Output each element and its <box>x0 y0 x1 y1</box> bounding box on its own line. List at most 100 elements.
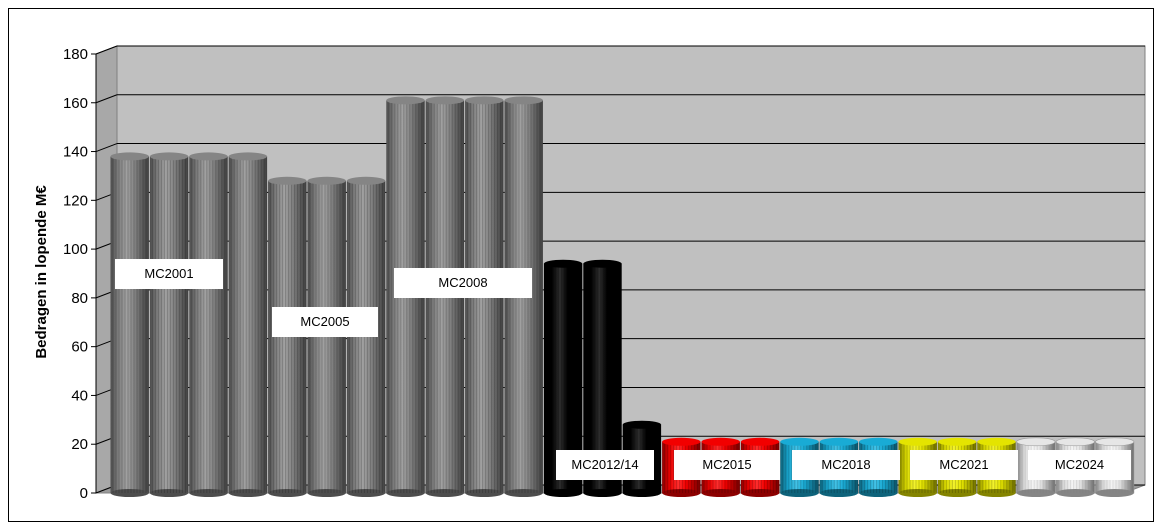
bar-base <box>110 489 149 497</box>
gridline-depth <box>95 143 118 153</box>
group-label-box <box>1028 450 1131 480</box>
group-label: MC2005 <box>272 307 378 337</box>
group-label-box <box>272 307 378 337</box>
y-tick-label: 80 <box>71 290 88 307</box>
bar-top <box>307 176 346 185</box>
group-label-box <box>792 450 900 480</box>
bar-base <box>780 489 819 497</box>
bar-top <box>662 437 701 446</box>
bar-top <box>268 176 307 185</box>
group-label: MC2015 <box>674 450 780 480</box>
gridline-depth <box>95 45 118 55</box>
bar-body <box>149 156 189 493</box>
bar-base <box>149 489 189 497</box>
bar-top <box>819 437 859 446</box>
group-label-text: MC2018 <box>821 457 870 472</box>
group-label-text: MC2024 <box>1055 457 1104 472</box>
bar-top <box>504 96 543 105</box>
bar-base <box>386 489 425 497</box>
bar-top <box>346 176 386 185</box>
bar-base <box>819 489 859 497</box>
bar-top <box>583 259 622 268</box>
bar-top <box>149 152 189 161</box>
group-label-text: MC2015 <box>702 457 751 472</box>
gridline-depth <box>95 94 118 104</box>
bar-top <box>937 437 977 446</box>
bar-base <box>425 489 465 497</box>
bar <box>228 152 268 497</box>
y-tick-label: 100 <box>63 241 88 258</box>
group-label-box <box>674 450 780 480</box>
bar-top <box>543 259 583 268</box>
bar-top <box>465 96 504 105</box>
bar-base <box>268 489 307 497</box>
group-labels: MC2001 MC2005 MC2008 MC2012/14 MC2015 MC2018 M… <box>115 259 1131 480</box>
bar-top <box>1016 437 1056 447</box>
bar-base <box>307 489 346 497</box>
bar-base <box>504 489 543 497</box>
bar-base <box>1016 489 1056 497</box>
group-label-text: MC2001 <box>144 266 193 281</box>
bar-base <box>228 489 268 497</box>
group-label-box <box>910 450 1018 480</box>
bar-top <box>1095 437 1135 447</box>
bar-base <box>740 489 780 497</box>
bar-top <box>189 152 228 161</box>
y-axis: 0 20 40 60 80 100 120 140 160 180 <box>63 46 97 502</box>
y-tick-label: 160 <box>63 95 88 112</box>
y-tick-label: 140 <box>63 144 88 161</box>
bar-base <box>859 489 898 497</box>
bar-top <box>425 96 465 105</box>
bar-base <box>1095 489 1134 497</box>
bar <box>110 152 149 497</box>
bar-base <box>346 489 386 497</box>
group-label-text: MC2012/14 <box>571 457 638 472</box>
y-tick-label: 120 <box>63 192 88 209</box>
y-tick-label: 0 <box>80 485 88 502</box>
bar-base <box>662 489 701 497</box>
group-label: MC2021 <box>910 450 1018 480</box>
bar-body <box>189 156 228 493</box>
bar-top <box>740 437 780 446</box>
bar-body <box>228 156 268 493</box>
bar <box>149 152 189 497</box>
bar-base <box>701 489 740 497</box>
group-label: MC2001 <box>115 259 223 289</box>
bar-base <box>465 489 504 497</box>
bar-base <box>937 489 977 497</box>
y-tick-label: 40 <box>71 387 88 404</box>
bar-base <box>898 489 937 497</box>
bar-top <box>622 420 662 429</box>
bar-top <box>977 437 1016 446</box>
bar-base <box>977 489 1016 497</box>
group-label-box <box>556 450 654 480</box>
bar-body <box>110 156 149 493</box>
bar-base <box>543 489 583 497</box>
group-label-text: MC2021 <box>939 457 988 472</box>
bar-top <box>110 152 149 161</box>
bar-top <box>780 437 819 446</box>
y-tick-label: 20 <box>71 436 88 453</box>
bar-top <box>1055 437 1095 447</box>
group-label-box <box>115 259 223 289</box>
bar-top <box>701 437 740 446</box>
bar-base <box>1056 489 1095 497</box>
bar-base <box>189 489 228 497</box>
bar-base <box>583 489 622 497</box>
group-label-text: MC2005 <box>300 314 349 329</box>
bar-top <box>386 96 425 105</box>
y-tick-label: 180 <box>63 46 88 63</box>
bar <box>346 176 386 497</box>
bar-top <box>859 437 898 446</box>
group-label: MC2012/14 <box>556 450 654 480</box>
y-tick-label: 60 <box>71 339 88 356</box>
group-label-text: MC2008 <box>438 275 487 290</box>
bar-top <box>898 437 937 446</box>
bar-top <box>228 152 268 161</box>
group-label-box <box>394 268 532 298</box>
y-axis-title: Bedragen in lopende M€ <box>33 185 50 359</box>
group-label: MC2024 <box>1028 450 1131 480</box>
bar <box>189 152 228 497</box>
group-label: MC2008 <box>394 268 532 298</box>
